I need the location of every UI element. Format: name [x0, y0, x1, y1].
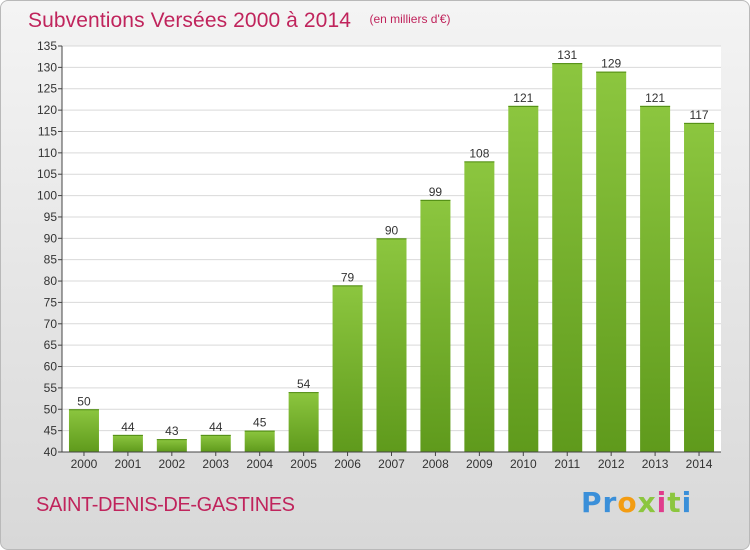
bar — [420, 199, 451, 452]
y-tick-label: 70 — [44, 317, 58, 331]
y-tick-label: 80 — [44, 274, 58, 288]
bar-value-label: 117 — [689, 108, 708, 122]
logo-letter: t — [667, 486, 682, 519]
bar-value-label: 79 — [341, 270, 355, 284]
y-tick-label: 100 — [37, 189, 57, 203]
x-tick-label: 2001 — [115, 457, 142, 471]
bar-value-label: 121 — [513, 91, 533, 105]
x-tick-label: 2014 — [686, 457, 713, 471]
bars: 50 44 43 44 45 54 79 90 99 108 121 131 129 121 117 — [68, 48, 715, 453]
y-tick-label: 50 — [44, 402, 58, 416]
bar-value-label: 44 — [121, 420, 135, 434]
bar — [332, 285, 363, 452]
y-tick-label: 60 — [44, 360, 58, 374]
bar-value-label: 43 — [165, 424, 179, 438]
bar-value-label: 45 — [253, 416, 267, 430]
bar — [596, 71, 627, 453]
bar — [552, 63, 583, 453]
bar — [200, 434, 231, 452]
x-tick-label: 2011 — [554, 457, 580, 471]
x-tick-label: 2005 — [290, 457, 317, 471]
location-name: SAINT-DENIS-DE-GASTINES — [36, 494, 295, 516]
bar — [464, 161, 495, 453]
y-tick-label: 85 — [44, 253, 58, 267]
proxiti-logo: Proxiti — [581, 486, 692, 519]
y-tick-label: 105 — [37, 167, 57, 181]
y-tick-label: 135 — [37, 39, 57, 53]
bar-value-label: 131 — [557, 48, 577, 62]
bar — [68, 409, 99, 452]
y-tick-label: 65 — [44, 338, 58, 352]
y-tick-label: 115 — [38, 124, 57, 138]
bar-value-label: 121 — [645, 91, 665, 105]
logo-letter: i — [656, 486, 668, 519]
y-tick-label: 125 — [37, 82, 57, 96]
y-tick-label: 90 — [44, 231, 58, 245]
bar-value-label: 50 — [77, 394, 91, 408]
y-tick-label: 95 — [44, 210, 58, 224]
bar — [244, 430, 275, 452]
y-tick-label: 110 — [38, 146, 57, 160]
logo-letter: P — [581, 486, 603, 519]
axes: 40 45 50 55 60 65 70 75 80 85 90 95 100 105 110 115 120 1… — [37, 39, 721, 471]
x-tick-label: 2004 — [246, 457, 273, 471]
bar — [508, 105, 539, 453]
chart-title: Subventions Versées 2000 à 2014 — [28, 9, 352, 32]
x-tick-label: 2010 — [510, 457, 537, 471]
y-tick-label: 120 — [37, 103, 57, 117]
x-tick-label: 2009 — [466, 457, 493, 471]
y-tick-label: 55 — [44, 381, 58, 395]
logo-letter: i — [681, 486, 693, 519]
bar-value-label: 90 — [385, 223, 399, 237]
x-tick-label: 2012 — [598, 457, 625, 471]
y-tick-label: 75 — [44, 295, 58, 309]
title-group: Subventions Versées 2000 à 2014 (en mill… — [28, 9, 450, 33]
y-tick-label: 130 — [37, 60, 57, 74]
x-tick-label: 2008 — [422, 457, 449, 471]
bar — [684, 122, 715, 452]
logo-letter: r — [602, 486, 618, 519]
x-tick-label: 2006 — [334, 457, 361, 471]
bar-value-label: 44 — [209, 420, 223, 434]
logo-letter: o — [617, 486, 638, 519]
chart-subtitle: (en milliers d'€) — [369, 12, 451, 26]
x-tick-label: 2000 — [71, 457, 98, 471]
x-tick-label: 2007 — [378, 457, 405, 471]
x-tick-label: 2003 — [202, 457, 229, 471]
bar-value-label: 99 — [429, 185, 443, 199]
y-tick-label: 40 — [44, 445, 58, 459]
bar — [156, 439, 187, 452]
x-tick-label: 2013 — [642, 457, 669, 471]
logo-letter: x — [637, 486, 657, 519]
y-tick-label: 45 — [44, 424, 58, 438]
bar — [112, 434, 143, 452]
bar — [288, 392, 319, 452]
bar — [376, 238, 407, 452]
bar — [640, 105, 671, 453]
x-tick-label: 2002 — [158, 457, 185, 471]
bar-value-label: 108 — [469, 146, 489, 160]
bar-value-label: 129 — [601, 57, 621, 71]
bar-value-label: 54 — [297, 377, 311, 391]
